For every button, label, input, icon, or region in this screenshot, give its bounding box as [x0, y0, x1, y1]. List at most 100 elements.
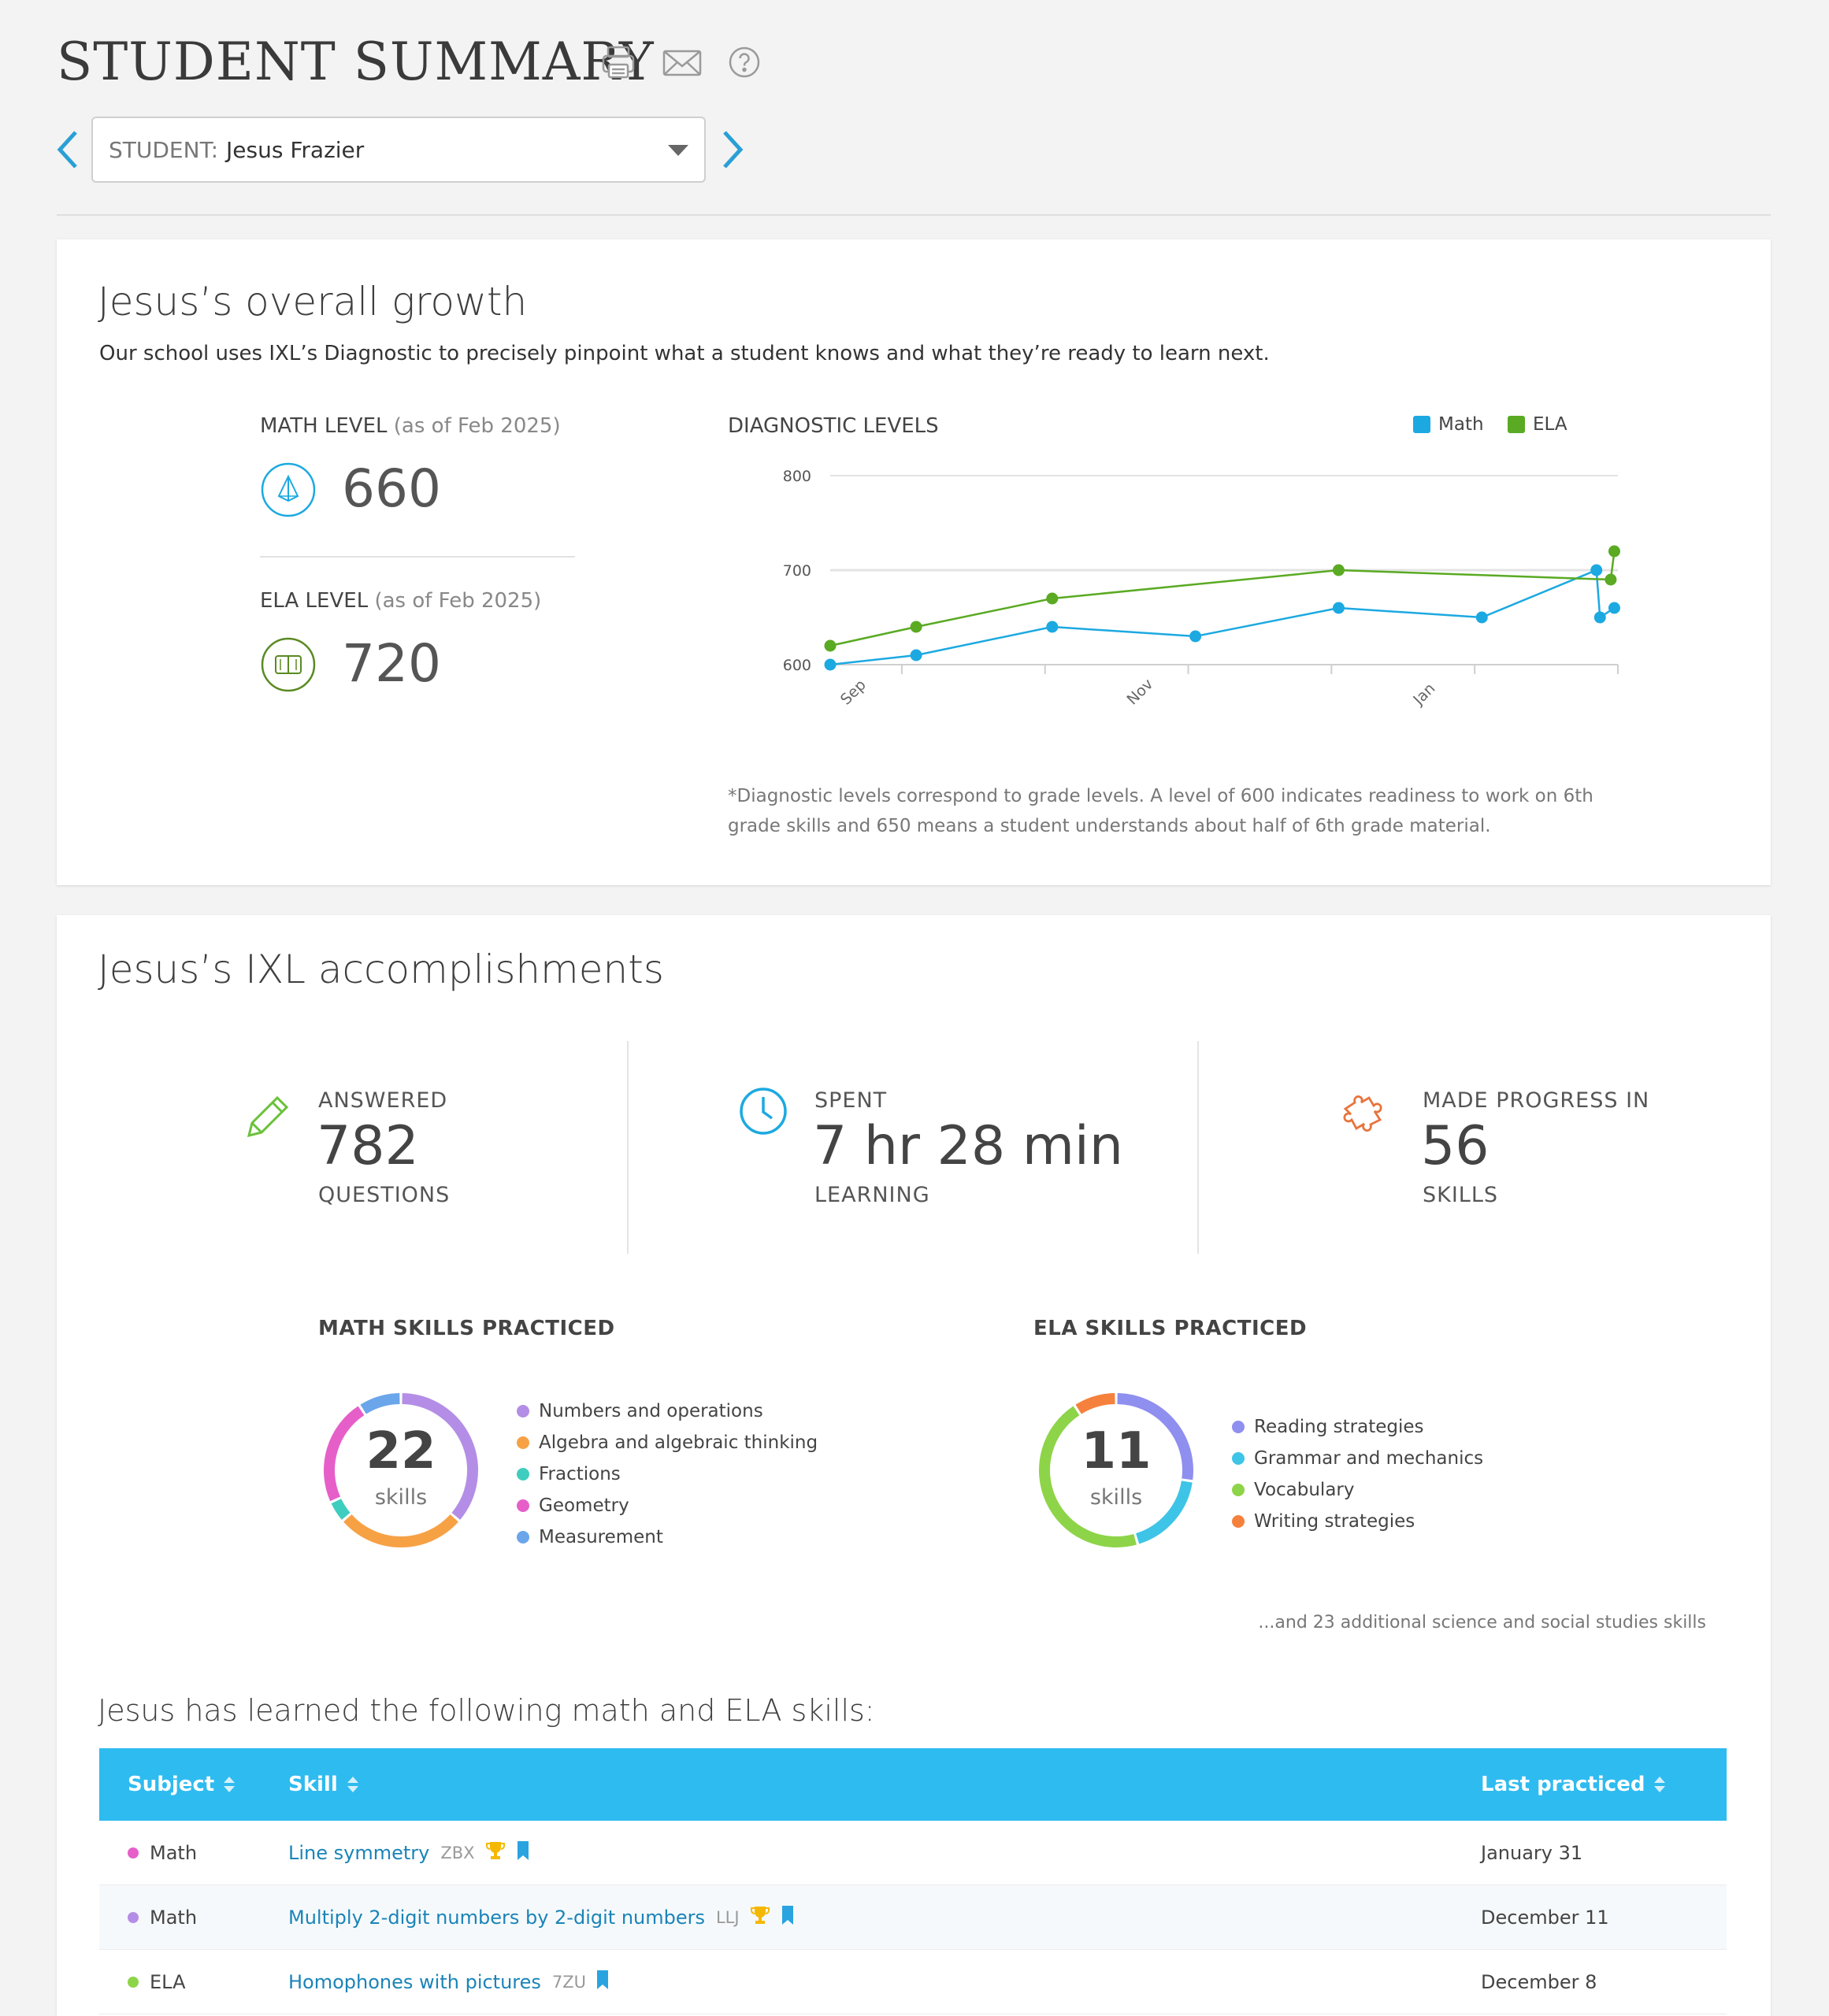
- donut-segment[interactable]: [360, 1393, 400, 1414]
- data-point-math[interactable]: [1590, 564, 1603, 576]
- data-point-ela[interactable]: [910, 621, 922, 633]
- legend-ela-swatch: [1508, 416, 1525, 433]
- pencil-icon: [239, 1090, 295, 1145]
- print-icon[interactable]: [599, 43, 638, 82]
- sort-skill-column[interactable]: Skill: [288, 1773, 358, 1796]
- donut-segment[interactable]: [324, 1406, 365, 1502]
- answered-value: 782: [317, 1115, 419, 1177]
- progress-unit: SKILLS: [1423, 1183, 1499, 1207]
- data-point-math[interactable]: [1608, 602, 1620, 614]
- donut-segment[interactable]: [1117, 1393, 1193, 1480]
- legend-ela-label: ELA: [1533, 414, 1567, 435]
- legend-dot: [517, 1468, 529, 1480]
- ela-level-label-text: ELA LEVEL: [260, 589, 369, 613]
- ela-skills-legend: Reading strategies Grammar and mechanics V…: [1232, 1411, 1483, 1537]
- last-practiced-cell: January 31: [1481, 1842, 1583, 1864]
- skill-link[interactable]: Line symmetry: [288, 1842, 430, 1864]
- spent-label: SPENT: [814, 1088, 888, 1113]
- growth-card: Jesus’s overall growth Our school uses I…: [57, 239, 1771, 885]
- math-skills-legend: Numbers and operations Algebra and algebr…: [517, 1395, 818, 1553]
- donut-segment[interactable]: [343, 1514, 458, 1547]
- subject-dot: [128, 1977, 139, 1988]
- series-line-math: [829, 569, 1616, 666]
- trophy-icon: [749, 1904, 771, 1931]
- math-skills-donut-svg: [324, 1393, 478, 1547]
- bookmark-icon[interactable]: [781, 1904, 795, 1931]
- student-select-label: STUDENT:: [109, 136, 219, 163]
- legend-math-label: Math: [1438, 414, 1484, 435]
- student-select[interactable]: STUDENT: Jesus Frazier: [91, 117, 706, 183]
- additional-skills-note: ...and 23 additional science and social …: [1258, 1613, 1706, 1632]
- next-student-button[interactable]: [717, 126, 748, 173]
- legend-label: Vocabulary: [1254, 1480, 1355, 1500]
- data-point-math[interactable]: [1593, 611, 1606, 624]
- data-point-ela[interactable]: [824, 639, 837, 652]
- subject-dot: [128, 1912, 139, 1923]
- email-icon[interactable]: [662, 43, 703, 82]
- donut-segment[interactable]: [402, 1393, 478, 1520]
- data-point-ela[interactable]: [1608, 545, 1620, 558]
- answered-label: ANSWERED: [318, 1088, 448, 1113]
- table-row: Math Multiply 2-digit numbers by 2-digit…: [99, 1885, 1727, 1950]
- x-tick-label: Sep: [837, 676, 870, 709]
- math-level-label: MATH LEVEL (as of Feb 2025): [260, 414, 561, 438]
- data-point-math[interactable]: [824, 658, 837, 671]
- ela-level-asof: (as of Feb 2025): [374, 589, 542, 613]
- data-point-math[interactable]: [910, 649, 922, 662]
- math-skills-count: 22: [365, 1422, 436, 1480]
- ela-level-value: 720: [342, 633, 441, 694]
- math-skills-unit: skills: [374, 1485, 428, 1510]
- book-icon: [260, 636, 317, 693]
- bookmark-icon[interactable]: [516, 1840, 530, 1866]
- subject-text: Math: [150, 1842, 198, 1864]
- column-skill: Skill: [288, 1773, 338, 1796]
- chart-title: DIAGNOSTIC LEVELS: [728, 414, 939, 438]
- donut-segment[interactable]: [331, 1499, 351, 1520]
- legend-label: Fractions: [539, 1464, 621, 1484]
- skill-cell: Multiply 2-digit numbers by 2-digit numb…: [288, 1885, 795, 1950]
- legend-label: Geometry: [539, 1495, 629, 1516]
- skill-link[interactable]: Multiply 2-digit numbers by 2-digit numb…: [288, 1907, 705, 1929]
- math-skills-donut: 22 skills: [318, 1388, 484, 1553]
- sort-last-practiced-column[interactable]: Last practiced: [1481, 1773, 1666, 1796]
- ela-skills-unit: skills: [1089, 1485, 1143, 1510]
- progress-value: 56: [1421, 1115, 1490, 1177]
- data-point-ela[interactable]: [1332, 564, 1345, 576]
- legend-math: Math: [1413, 414, 1484, 435]
- data-point-math[interactable]: [1046, 621, 1059, 633]
- legend-label: Measurement: [539, 1527, 663, 1547]
- learned-skills-title: Jesus has learned the following math and…: [98, 1693, 875, 1728]
- legend-item: Grammar and mechanics: [1232, 1443, 1483, 1474]
- help-icon[interactable]: [725, 43, 764, 82]
- sort-subject-column[interactable]: Subject: [128, 1773, 236, 1796]
- previous-student-button[interactable]: [52, 126, 83, 173]
- legend-item: Geometry: [517, 1490, 818, 1521]
- accomplishments-card: Jesus’s IXL accomplishments ANSWERED 782…: [57, 915, 1771, 2016]
- subject-dot: [128, 1847, 139, 1858]
- data-point-math[interactable]: [1189, 630, 1202, 643]
- legend-label: Numbers and operations: [539, 1401, 763, 1421]
- legend-item: Writing strategies: [1232, 1506, 1483, 1537]
- y-tick-label: 800: [783, 468, 811, 485]
- subject-cell: Math: [128, 1885, 197, 1950]
- legend-item: Vocabulary: [1232, 1474, 1483, 1506]
- chart-note: *Diagnostic levels correspond to grade l…: [728, 786, 1593, 836]
- legend-dot: [517, 1499, 529, 1512]
- column-last-practiced: Last practiced: [1481, 1773, 1645, 1796]
- legend-math-swatch: [1413, 416, 1430, 433]
- legend-item: Measurement: [517, 1521, 818, 1553]
- donut-segment[interactable]: [1039, 1406, 1137, 1547]
- data-point-ela[interactable]: [1046, 592, 1059, 605]
- data-point-math[interactable]: [1332, 602, 1345, 614]
- data-point-math[interactable]: [1475, 611, 1488, 624]
- growth-title: Jesus’s overall growth: [98, 279, 528, 324]
- donut-segment[interactable]: [1075, 1393, 1115, 1414]
- accomplishments-title: Jesus’s IXL accomplishments: [98, 947, 664, 992]
- bookmark-icon[interactable]: [595, 1969, 610, 1996]
- data-point-ela[interactable]: [1605, 573, 1617, 586]
- sort-icon: [347, 1775, 358, 1794]
- last-practiced-cell: December 11: [1481, 1907, 1609, 1929]
- skill-link[interactable]: Homophones with pictures: [288, 1971, 541, 1993]
- donut-segment[interactable]: [1135, 1480, 1193, 1544]
- legend-item: Numbers and operations: [517, 1395, 818, 1427]
